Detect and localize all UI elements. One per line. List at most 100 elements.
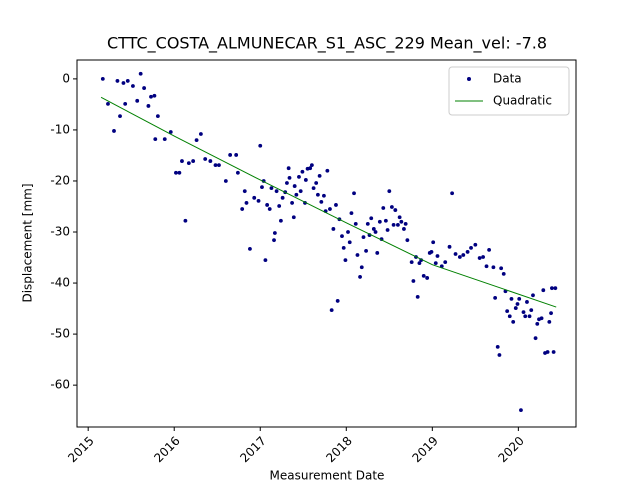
data-point: [525, 300, 529, 304]
plot-frame: [76, 59, 577, 428]
legend: Data Quadratic: [448, 66, 570, 116]
data-point: [365, 221, 370, 226]
data-point: [484, 264, 489, 269]
data-point: [465, 250, 470, 254]
y-axis-label: Displacement [mm]: [21, 183, 35, 302]
data-point: [341, 245, 346, 250]
data-point: [121, 81, 126, 85]
data-point: [100, 76, 105, 81]
data-point: [194, 138, 199, 143]
data-point: [402, 227, 406, 231]
data-point: [325, 168, 330, 173]
data-point: [353, 221, 358, 226]
data-point: [314, 181, 319, 185]
data-point: [106, 101, 110, 106]
data-point: [186, 161, 191, 166]
data-point: [280, 195, 285, 200]
y-tick-label: -60: [50, 378, 70, 392]
data-point: [138, 71, 143, 76]
data-point: [550, 286, 554, 291]
data-point: [507, 314, 512, 319]
data-point: [317, 173, 322, 178]
data-point: [443, 260, 448, 265]
data-point: [294, 192, 299, 197]
data-point: [319, 199, 324, 204]
data-point: [393, 208, 398, 212]
data-point: [477, 256, 482, 260]
data-point: [272, 231, 277, 235]
data-point: [242, 189, 247, 194]
data-point: [527, 314, 532, 319]
fit-line: [100, 96, 557, 308]
data-point: [431, 240, 436, 245]
data-point: [263, 258, 268, 262]
data-point: [155, 114, 160, 119]
data-point: [168, 130, 173, 134]
data-point: [373, 230, 378, 234]
data-point: [359, 265, 364, 270]
data-point: [260, 185, 264, 189]
data-point: [355, 253, 360, 257]
data-point: [265, 203, 270, 207]
data-point: [375, 251, 380, 255]
data-point: [343, 258, 348, 262]
data-point: [331, 227, 336, 231]
data-point: [329, 308, 334, 313]
data-point: [377, 219, 382, 224]
data-point: [511, 319, 516, 324]
data-point: [252, 195, 257, 200]
legend-label: Quadratic: [493, 94, 552, 108]
data-point: [499, 266, 504, 271]
data-point: [308, 166, 313, 171]
data-point: [371, 227, 376, 231]
data-point: [347, 240, 352, 245]
data-point: [213, 163, 218, 168]
data-point: [309, 163, 314, 168]
data-point: [405, 238, 410, 243]
data-point: [535, 321, 540, 326]
data-point: [457, 255, 462, 259]
data-point: [361, 235, 366, 240]
data-point: [152, 93, 157, 98]
data-point: [553, 286, 558, 291]
y-tick-label: -40: [50, 276, 70, 290]
data-point: [425, 276, 430, 280]
data-point: [447, 244, 452, 249]
data-point: [277, 204, 282, 208]
data-point: [509, 296, 514, 301]
data-point: [399, 219, 404, 224]
data-point: [515, 302, 520, 306]
data-point: [153, 137, 158, 142]
y-tick-label: -50: [50, 327, 70, 341]
data-point: [183, 218, 188, 223]
data-point: [142, 86, 147, 90]
data-point: [112, 129, 116, 133]
data-point: [387, 189, 392, 194]
data-point: [381, 206, 386, 210]
data-point: [481, 255, 485, 259]
data-point: [291, 215, 296, 220]
data-point: [340, 234, 344, 238]
data-point: [297, 174, 301, 179]
data-point: [303, 178, 308, 182]
data-point: [519, 408, 523, 413]
data-point: [541, 288, 546, 293]
data-point: [545, 350, 550, 354]
data-point: [349, 211, 354, 216]
data-point: [228, 153, 233, 157]
data-point: [287, 176, 292, 180]
y-tick-label: 0: [62, 71, 70, 85]
data-point: [493, 295, 498, 300]
data-point: [146, 104, 151, 108]
legend-frame: [448, 66, 570, 116]
data-point: [258, 143, 263, 148]
data-point: [203, 157, 208, 161]
data-point: [244, 201, 249, 205]
data-point: [389, 205, 394, 209]
data-point: [248, 246, 252, 251]
data-point: [369, 216, 374, 221]
data-point: [346, 230, 350, 234]
data-point: [180, 159, 184, 163]
data-point: [177, 170, 182, 175]
data-point: [162, 137, 167, 142]
